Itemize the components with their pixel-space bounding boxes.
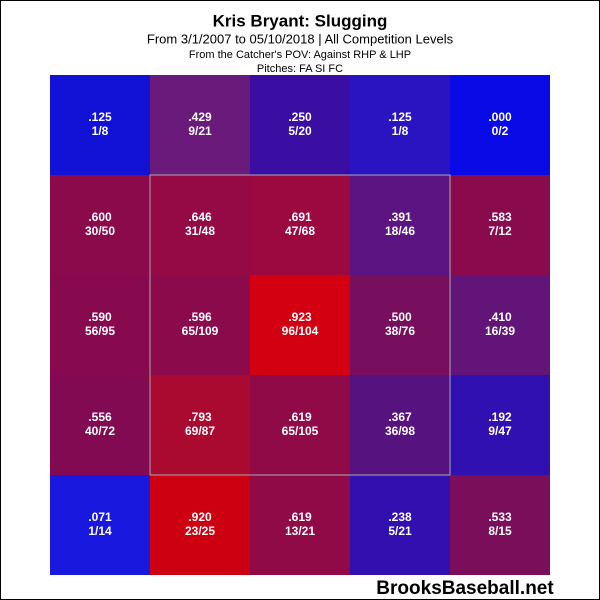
cell xyxy=(50,175,150,275)
cell xyxy=(450,175,550,275)
count-label: 16/39 xyxy=(485,324,515,338)
note: From the Catcher's POV: Against RHP & LH… xyxy=(189,49,411,61)
cell xyxy=(350,275,450,375)
value-label: .238 xyxy=(388,510,412,524)
value-label: .071 xyxy=(88,510,112,524)
count-label: 5/21 xyxy=(388,524,412,538)
heatmap: .1251/8.4299/21.2505/20.1251/8.0000/2.60… xyxy=(50,75,550,575)
value-label: .920 xyxy=(188,510,212,524)
cell xyxy=(350,375,450,475)
value-label: .500 xyxy=(388,310,412,324)
cell xyxy=(150,75,250,175)
watermark: BrooksBaseball.net xyxy=(376,578,554,599)
value-label: .590 xyxy=(88,310,112,324)
subtitle: From 3/1/2007 to 05/10/2018 | All Compet… xyxy=(147,31,454,46)
cell xyxy=(350,475,450,575)
count-label: 1/8 xyxy=(92,124,109,138)
cell xyxy=(450,475,550,575)
count-label: 0/2 xyxy=(492,124,509,138)
count-label: 96/104 xyxy=(282,324,319,338)
count-label: 13/21 xyxy=(285,524,315,538)
value-label: .367 xyxy=(388,410,412,424)
cell xyxy=(150,175,250,275)
value-label: .533 xyxy=(488,510,512,524)
count-label: 5/20 xyxy=(288,124,312,138)
value-label: .583 xyxy=(488,210,512,224)
value-label: .596 xyxy=(188,310,212,324)
cell xyxy=(250,175,350,275)
count-label: 23/25 xyxy=(185,524,215,538)
count-label: 9/21 xyxy=(188,124,212,138)
value-label: .619 xyxy=(288,410,312,424)
count-label: 8/15 xyxy=(488,524,512,538)
count-label: 40/72 xyxy=(85,424,115,438)
count-label: 69/87 xyxy=(185,424,215,438)
cell xyxy=(150,375,250,475)
cell xyxy=(50,75,150,175)
cell xyxy=(250,275,350,375)
value-label: .556 xyxy=(88,410,112,424)
cell xyxy=(250,375,350,475)
value-label: .429 xyxy=(188,110,212,124)
cell xyxy=(450,375,550,475)
cell xyxy=(150,275,250,375)
cell xyxy=(50,475,150,575)
value-label: .600 xyxy=(88,210,112,224)
chart-title: Kris Bryant: Slugging xyxy=(213,11,388,30)
count-label: 38/76 xyxy=(385,324,415,338)
count-label: 47/68 xyxy=(285,224,315,238)
count-label: 1/14 xyxy=(88,524,112,538)
count-label: 1/8 xyxy=(392,124,409,138)
value-label: .691 xyxy=(288,210,312,224)
value-label: .793 xyxy=(188,410,212,424)
count-label: 31/48 xyxy=(185,224,215,238)
strike-zone xyxy=(149,174,451,476)
cell xyxy=(350,75,450,175)
value-label: .125 xyxy=(388,110,412,124)
cell xyxy=(250,75,350,175)
note: Pitches: FA SI FC xyxy=(257,63,343,75)
count-label: 9/47 xyxy=(488,424,512,438)
count-label: 65/105 xyxy=(282,424,319,438)
count-label: 7/12 xyxy=(488,224,512,238)
count-label: 18/46 xyxy=(385,224,415,238)
value-label: .250 xyxy=(288,110,312,124)
cell xyxy=(50,375,150,475)
value-label: .000 xyxy=(488,110,512,124)
cell xyxy=(450,75,550,175)
cell xyxy=(150,475,250,575)
value-label: .923 xyxy=(288,310,312,324)
count-label: 30/50 xyxy=(85,224,115,238)
count-label: 36/98 xyxy=(385,424,415,438)
value-label: .192 xyxy=(488,410,512,424)
cell xyxy=(50,275,150,375)
cell xyxy=(250,475,350,575)
cell xyxy=(450,275,550,375)
value-label: .410 xyxy=(488,310,512,324)
count-label: 65/109 xyxy=(182,324,219,338)
value-label: .619 xyxy=(288,510,312,524)
value-label: .391 xyxy=(388,210,412,224)
value-label: .646 xyxy=(188,210,212,224)
cell xyxy=(350,175,450,275)
count-label: 56/95 xyxy=(85,324,115,338)
value-label: .125 xyxy=(88,110,112,124)
